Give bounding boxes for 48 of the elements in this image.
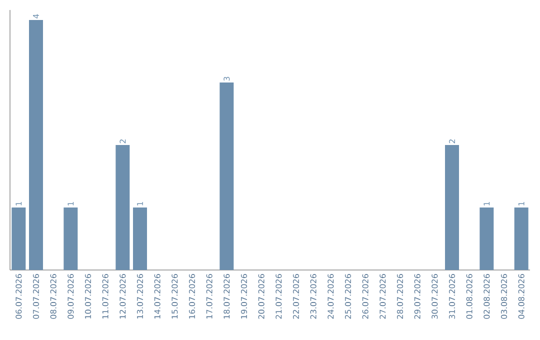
- x-tick-label: 13.07.2026: [136, 274, 144, 318]
- x-tick-label: 30.07.2026: [432, 274, 438, 319]
- data-label: 2: [120, 140, 126, 144]
- x-tick-label: 06.07.2026: [16, 274, 22, 319]
- data-label: 2: [449, 140, 455, 144]
- x-tick-label: 20.07.2026: [258, 274, 264, 319]
- data-label: 4: [33, 14, 39, 18]
- x-tick-label: 15.07.2026: [172, 274, 178, 318]
- data-label: 1: [484, 202, 490, 206]
- bar: [133, 208, 148, 270]
- x-tick-label: 22.07.2026: [292, 274, 300, 319]
- bar: [445, 145, 460, 270]
- x-tick-label: 01.08.2026: [466, 274, 472, 319]
- data-label: 1: [518, 202, 524, 206]
- x-tick-label: 12.07.2026: [120, 274, 126, 318]
- x-tick-label: 27.07.2026: [380, 274, 386, 319]
- x-tick-label: 24.07.2026: [328, 274, 334, 319]
- x-tick-label: 16.07.2026: [188, 274, 196, 318]
- x-tick-label: 09.07.2026: [68, 274, 74, 319]
- x-tick-label: 02.08.2026: [484, 274, 490, 319]
- bar: [116, 145, 130, 270]
- x-tick-label: 21.07.2026: [276, 274, 282, 319]
- x-tick-label: 03.08.2026: [500, 274, 508, 319]
- x-tick-label: 08.07.2026: [50, 274, 56, 319]
- x-tick-label: 04.08.2026: [518, 274, 524, 319]
- bar: [29, 20, 43, 270]
- x-tick-label: 28.07.2026: [396, 274, 404, 319]
- x-tick-label: 29.07.2026: [414, 274, 420, 319]
- x-tick-label: 31.07.2026: [448, 274, 456, 319]
- x-tick-label: 23.07.2026: [310, 274, 316, 319]
- x-tick-label: 07.07.2026: [32, 274, 40, 319]
- x-tick-label: 17.07.2026: [206, 274, 212, 318]
- data-label: 1: [137, 202, 143, 206]
- bar: [64, 208, 78, 270]
- x-tick-label: 18.07.2026: [224, 274, 230, 318]
- x-tick-label: 10.07.2026: [84, 274, 92, 318]
- bar: [12, 208, 26, 270]
- x-tick-label: 11.07.2026: [102, 274, 108, 318]
- x-tick-label: 19.07.2026: [240, 274, 248, 318]
- x-tick-label: 26.07.2026: [362, 274, 368, 319]
- x-tick-label: 25.07.2026: [344, 274, 352, 319]
- data-label: 1: [16, 202, 22, 206]
- data-label: 3: [224, 76, 230, 81]
- data-label: 1: [68, 202, 74, 206]
- bar: [514, 208, 528, 270]
- bar: [480, 208, 494, 270]
- bar: [220, 82, 234, 270]
- x-tick-label: 14.07.2026: [154, 274, 160, 318]
